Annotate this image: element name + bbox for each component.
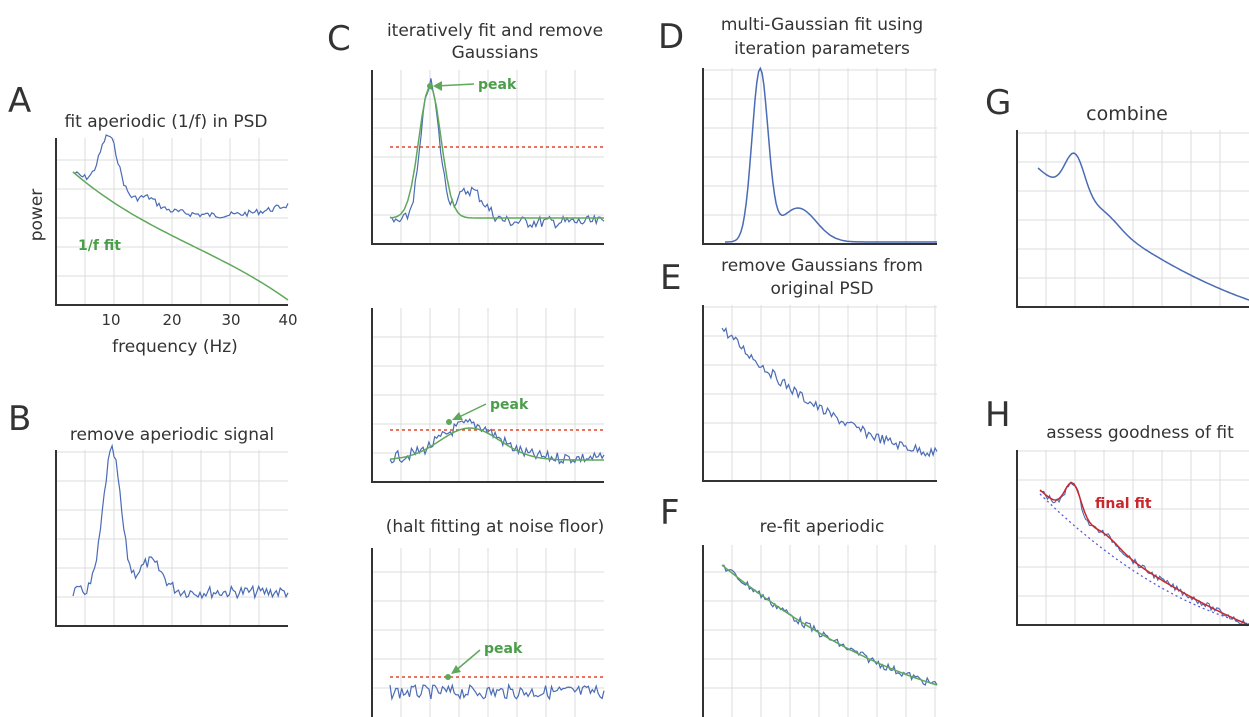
tick-label-10: 10: [101, 311, 120, 329]
panel-c1-peak-arrow: [435, 83, 475, 87]
panel-b-grid: [56, 450, 288, 626]
panel-a-xlabel: frequency (Hz): [112, 337, 238, 357]
panel-a-fit-label: 1/f fit: [78, 238, 121, 254]
panel-c-title-line2: Gaussians: [452, 43, 539, 63]
panel-b-axes: [55, 450, 288, 627]
panel-d: D multi-Gaussian fit using iteration par…: [658, 15, 937, 245]
panel-c2-psd-line: [389, 418, 605, 465]
panel-h-grid: [1017, 450, 1249, 625]
panel-c: C iteratively fit and remove Gaussians p…: [327, 19, 605, 717]
panel-c1-psd-line: [389, 78, 605, 229]
panel-b: B remove aperiodic signal: [8, 399, 289, 627]
panel-h-fit-label: final fit: [1095, 496, 1152, 512]
panel-f-title: re-fit aperiodic: [760, 517, 885, 537]
tick-label-40: 40: [278, 311, 297, 329]
panel-g-combined-line: [1037, 152, 1249, 301]
panel-c3-psd-line: [389, 682, 605, 702]
panel-e: E remove Gaussians from original PSD: [660, 256, 938, 482]
panel-h-axes: [1016, 450, 1249, 626]
tick-label-30: 30: [221, 311, 240, 329]
panel-e-grid: [703, 305, 937, 481]
panel-e-title-line1: remove Gaussians from: [721, 256, 923, 276]
panel-a-grid: [56, 138, 288, 305]
panel-g-axes: [1016, 130, 1249, 308]
panel-c3-peak-arrowhead: [451, 665, 461, 674]
panel-c1-peak-label: peak: [478, 77, 517, 93]
panel-d-gauss-line: [725, 66, 937, 243]
panel-letter-d: D: [658, 17, 684, 57]
panel-a-psd-line: [72, 134, 289, 219]
panel-c2-peak-marker: [446, 419, 452, 425]
panel-c2-axes: [371, 308, 604, 483]
panel-e-axes: [702, 305, 937, 482]
panel-f-fit-line: [721, 564, 938, 686]
panel-d-axes: [702, 68, 937, 245]
panel-a-title: fit aperiodic (1/f) in PSD: [64, 112, 267, 132]
panel-f-psd-line: [721, 564, 938, 686]
panel-h-final-fit-line: [1039, 481, 1249, 626]
panel-b-title: remove aperiodic signal: [70, 425, 274, 445]
panel-letter-g: G: [985, 83, 1011, 123]
panel-letter-f: F: [660, 493, 680, 533]
panel-c1-grid: [372, 70, 604, 244]
panel-letter-e: E: [660, 258, 681, 298]
panel-g-grid: [1017, 130, 1249, 307]
panel-g-title: combine: [1086, 103, 1168, 125]
panel-c1-peak-marker: [427, 83, 433, 89]
panel-h-aperiodic-dotted: [1039, 493, 1249, 625]
panel-c3-peak-label: peak: [484, 641, 523, 657]
tick-label-20: 20: [162, 311, 181, 329]
panel-c3-peak-marker: [445, 674, 451, 680]
panel-letter-c: C: [327, 19, 351, 59]
panel-letter-b: B: [8, 399, 31, 439]
panel-c2-peak-label: peak: [490, 397, 529, 413]
panel-a-fit-line: [72, 171, 289, 301]
panel-c2-gauss-line: [389, 427, 604, 461]
panel-c2-peak-arrowhead: [452, 412, 463, 420]
panel-c-title-line1: iteratively fit and remove: [387, 21, 603, 41]
panel-a-axes: [55, 138, 288, 306]
panel-c1-peak-arrowhead: [433, 81, 442, 91]
panel-a-ylabel: power: [27, 189, 47, 242]
panel-c1-axes: [371, 70, 604, 245]
panel-h: H assess goodness of fit final fit: [985, 395, 1249, 627]
panel-g: G combine: [985, 83, 1249, 308]
panel-b-psd-line: [72, 443, 289, 600]
panel-e-title-line2: original PSD: [770, 279, 873, 299]
panel-f: F re-fit aperiodic: [660, 493, 938, 717]
panel-d-grid: [703, 68, 937, 244]
panel-c1-gauss-line: [389, 84, 604, 219]
panel-letter-a: A: [8, 81, 31, 121]
panel-h-title: assess goodness of fit: [1046, 423, 1234, 443]
panel-e-psd-line: [721, 326, 938, 458]
panel-f-grid: [703, 545, 937, 717]
panel-d-title-line2: iteration parameters: [734, 39, 910, 59]
panel-c3-title: (halt fitting at noise floor): [386, 517, 605, 537]
panel-letter-h: H: [985, 395, 1011, 435]
panel-a: A fit aperiodic (1/f) in PSD power 1/f f…: [8, 81, 298, 357]
panel-c2-grid: [372, 308, 604, 482]
panel-d-title-line1: multi-Gaussian fit using: [721, 15, 923, 35]
